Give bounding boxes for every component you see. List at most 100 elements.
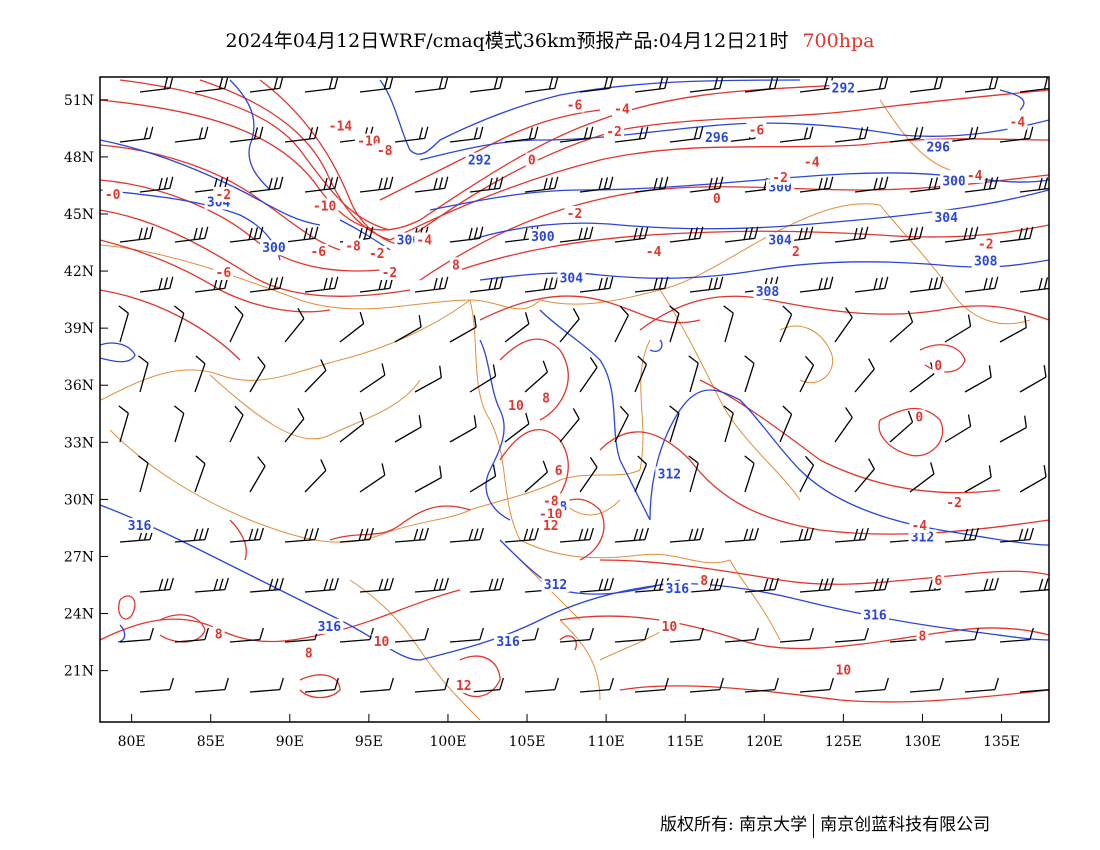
- wind-barb-shaft: [799, 364, 815, 393]
- height-label-bg: [557, 270, 586, 286]
- height-label: 316: [666, 582, 690, 597]
- wind-barb-feather: [823, 177, 829, 190]
- wind-barb-shaft: [779, 638, 810, 643]
- wind-barb-feather: [884, 276, 889, 289]
- temp-label-bg: [310, 198, 339, 214]
- wind-barb-feather: [328, 77, 334, 90]
- wind-barb-shaft: [394, 638, 425, 643]
- height-label: 300: [942, 175, 966, 190]
- wind-barb-feather: [723, 305, 734, 314]
- wind-barb-feather: [473, 415, 477, 428]
- wind-barb-shaft: [194, 688, 225, 693]
- wind-barb-feather: [334, 577, 339, 590]
- wind-barb-feather: [369, 527, 374, 540]
- wind-barb-feather: [638, 227, 644, 240]
- wind-barb-feather: [492, 464, 497, 477]
- temp-label: -4: [1010, 116, 1026, 131]
- temp-label: -6: [567, 99, 583, 114]
- wind-barb-feather: [809, 527, 814, 540]
- wind-barb-feather: [273, 578, 279, 591]
- temperature-contours: [100, 79, 1049, 703]
- wind-barb-feather: [744, 355, 755, 364]
- height-label: 308: [756, 285, 780, 300]
- wind-barb-feather: [163, 177, 169, 190]
- height-label: 308: [974, 255, 998, 270]
- wind-barb-feather: [699, 226, 704, 239]
- wind-barb-feather: [334, 276, 339, 289]
- wind-barb-shaft: [119, 413, 129, 443]
- wind-barb-shaft: [909, 473, 935, 493]
- temp-label: 0: [528, 154, 536, 169]
- wind-barb-shaft: [414, 476, 442, 493]
- wind-barb-feather: [963, 528, 969, 541]
- wind-barb-feather: [930, 462, 935, 475]
- wind-barb-shaft: [634, 364, 648, 393]
- wind-barb-feather: [248, 528, 254, 541]
- wind-barb-shaft: [229, 638, 260, 643]
- wind-barb-feather: [1024, 315, 1027, 328]
- wind-barb-feather: [438, 578, 444, 591]
- wind-barb-feather: [433, 578, 439, 591]
- wind-barb-feather: [829, 276, 834, 289]
- wind-barb-feather: [688, 528, 694, 541]
- wind-barb-feather: [334, 677, 339, 690]
- wind-barb-feather: [719, 176, 724, 189]
- temp-label: 10: [374, 635, 390, 650]
- wind-barb-feather: [744, 455, 755, 464]
- temp-label: 12: [456, 679, 472, 694]
- temp-label-bg: [975, 236, 996, 252]
- wind-barb-feather: [273, 177, 279, 190]
- wind-barb-feather: [499, 77, 504, 89]
- wind-barb-feather: [988, 365, 992, 378]
- wind-barb-feather: [983, 277, 988, 290]
- temp-label-bg: [801, 154, 822, 170]
- wind-barb-feather: [988, 578, 994, 591]
- temp-label: 8: [919, 629, 927, 644]
- wind-barb-feather: [583, 528, 589, 541]
- wind-barb-feather: [968, 127, 974, 140]
- temp-label-bg: [213, 264, 234, 280]
- wind-barb-feather: [279, 276, 284, 289]
- wind-barb-feather: [1029, 226, 1034, 239]
- wind-barb-feather: [359, 311, 365, 324]
- wind-barb-feather: [204, 226, 209, 239]
- wind-barb-feather: [554, 77, 559, 89]
- wind-barb-feather: [589, 126, 594, 139]
- wind-barb-feather: [138, 455, 149, 464]
- wind-barb-feather: [542, 460, 549, 473]
- wind-barb-shaft: [414, 688, 445, 693]
- wind-barb-shaft: [669, 413, 680, 443]
- wind-barb-feather: [548, 277, 554, 290]
- height-label-bg: [753, 284, 782, 299]
- wind-barb-feather: [473, 315, 477, 328]
- wind-barb-feather: [939, 77, 944, 89]
- wind-barb-feather: [492, 364, 497, 377]
- wind-barb-feather: [743, 227, 748, 240]
- height-label: 312: [658, 468, 681, 483]
- wind-barb-shaft: [634, 464, 648, 493]
- wind-barb-shaft: [909, 688, 940, 693]
- height-label-bg: [315, 618, 344, 634]
- wind-barb-feather: [609, 176, 614, 189]
- wind-barb-shaft: [744, 363, 755, 393]
- temp-label: 0: [915, 411, 923, 426]
- wind-barb-feather: [257, 456, 266, 467]
- wind-barb-feather: [473, 227, 479, 240]
- wind-barb-feather: [358, 528, 364, 541]
- wind-barb-feather: [1018, 227, 1023, 240]
- wind-barb-feather: [818, 578, 824, 591]
- wind-barb-feather: [268, 177, 273, 190]
- temp-label: 8: [215, 627, 223, 642]
- wind-barb-feather: [204, 627, 209, 640]
- temp-label: -14: [329, 119, 353, 134]
- wind-barb-feather: [174, 305, 185, 314]
- temp-label: -0: [105, 188, 121, 203]
- wind-barb-shaft: [999, 426, 1027, 443]
- wind-barb-feather: [169, 176, 174, 189]
- wind-barb-feather: [444, 577, 449, 590]
- height-label-bg: [655, 466, 684, 482]
- lon-tick-label: 95E: [355, 734, 383, 750]
- lat-tick-label: 33N: [64, 435, 94, 451]
- wind-barb-feather: [589, 527, 594, 540]
- wind-barb-feather: [279, 77, 284, 89]
